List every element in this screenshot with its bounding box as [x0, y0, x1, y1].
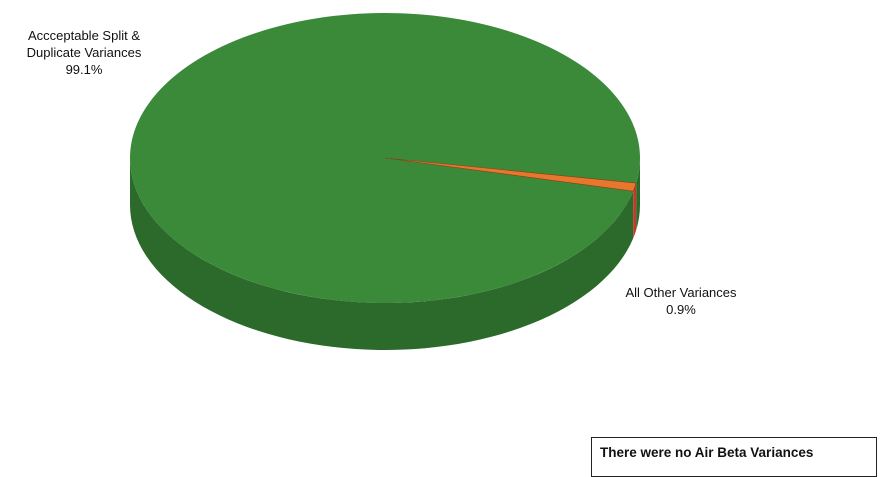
- slice-label-percent: 0.9%: [666, 302, 696, 317]
- slice-label-line: Duplicate Variances: [26, 45, 142, 60]
- pie-top-faces: [129, 13, 640, 304]
- slice-label-percent: 99.1%: [65, 62, 103, 77]
- slice-label-all-other-variances: All Other Variances 0.9%: [606, 284, 756, 318]
- slice-label-line: Accceptable Split &: [27, 28, 140, 43]
- pie-chart: [129, 13, 640, 350]
- pie-slice-side-1: [633, 183, 637, 239]
- pie-slice-1: [384, 157, 637, 192]
- pie-slice-side-0: [130, 158, 634, 350]
- slice-label-line: All Other Variances: [625, 285, 737, 300]
- pie-slice-side-0: [636, 158, 640, 231]
- pie-side-walls: [130, 158, 640, 350]
- note-box: There were no Air Beta Variances: [591, 437, 877, 477]
- slice-label-acceptable-split-duplicate: Accceptable Split & Duplicate Variances …: [0, 27, 168, 78]
